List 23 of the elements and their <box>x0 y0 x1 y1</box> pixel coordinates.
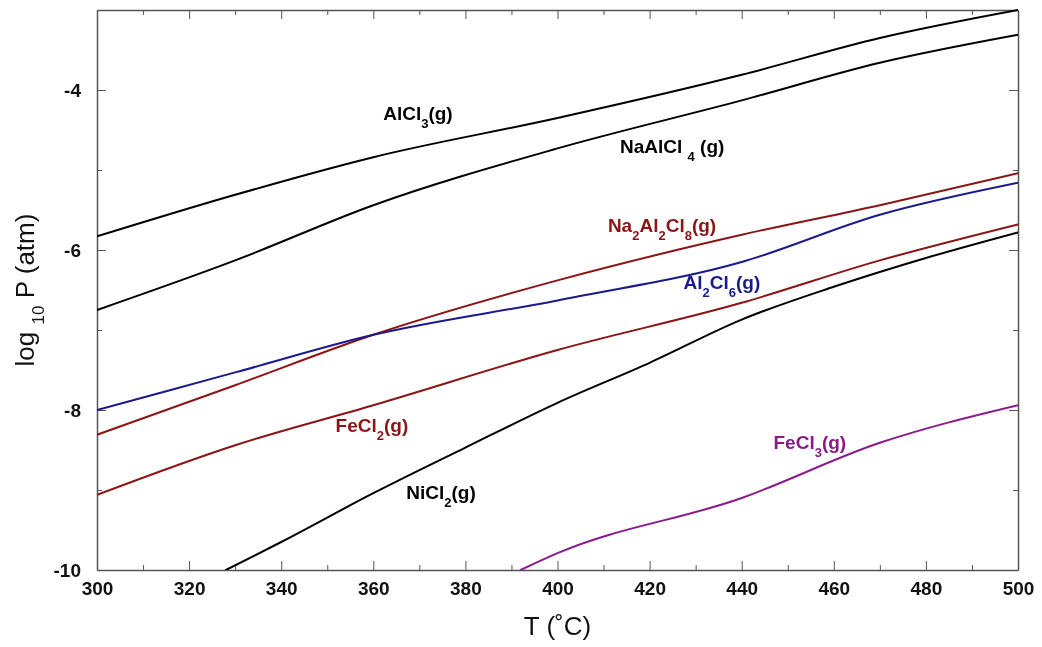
x-tick-label: 320 <box>173 578 206 600</box>
series-label: NaAlCl $_{4}$ (g) <box>619 135 725 164</box>
series-label: Al$_{2}$Cl$_{6}$(g) <box>683 272 761 300</box>
y-tick-label: -4 <box>64 79 82 101</box>
x-tick-label: 360 <box>357 578 390 600</box>
x-axis-title: T (˚C) <box>523 611 592 641</box>
y-tick-label: -8 <box>64 399 81 421</box>
x-tick-label: 420 <box>634 578 666 600</box>
x-tick-label: 440 <box>726 578 759 600</box>
series-label: FeCl$_{3}$(g) <box>773 431 847 460</box>
series-label: FeCl$_{2}$(g) <box>335 414 409 443</box>
x-tick-label: 500 <box>1002 578 1035 600</box>
x-tick-label: 480 <box>910 578 943 600</box>
series-label: AlCl$_{3}$(g) <box>383 102 453 131</box>
y-tick-label: -6 <box>64 239 81 261</box>
x-tick-label: 460 <box>818 578 851 600</box>
series-label: Na$_{2}$Al$_{2}$Cl$_{8}$(g) <box>607 214 717 243</box>
x-tick-label: 300 <box>81 578 114 600</box>
x-tick-label: 380 <box>450 578 482 600</box>
y-tick-label: -10 <box>53 559 81 581</box>
x-tick-label: 340 <box>265 578 298 600</box>
x-tick-label: 400 <box>542 578 574 600</box>
series-label: NiCl$_{2}$(g) <box>406 482 476 510</box>
